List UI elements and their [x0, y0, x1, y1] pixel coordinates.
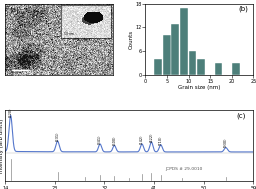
- Text: (341): (341): [98, 134, 102, 144]
- Text: (930): (930): [224, 138, 228, 147]
- Text: (710): (710): [159, 135, 163, 145]
- X-axis label: Grain size (nm): Grain size (nm): [178, 85, 221, 90]
- Text: (220): (220): [9, 108, 13, 118]
- Text: (b): (b): [238, 6, 248, 12]
- Text: (422): (422): [149, 132, 153, 142]
- Text: (a): (a): [9, 7, 19, 13]
- Bar: [154, 59, 162, 75]
- Bar: [215, 63, 222, 75]
- Bar: [232, 63, 240, 75]
- Y-axis label: Intensity (arb units): Intensity (arb units): [0, 119, 4, 173]
- Text: (c): (c): [237, 112, 246, 119]
- Bar: [197, 59, 205, 75]
- Bar: [189, 51, 196, 75]
- Text: (231): (231): [56, 131, 60, 141]
- Bar: [171, 23, 179, 75]
- Text: (600): (600): [112, 136, 116, 145]
- Text: 10 nm: 10 nm: [13, 73, 27, 77]
- Text: (142): (142): [140, 134, 144, 144]
- Y-axis label: Counts: Counts: [129, 30, 134, 49]
- Bar: [180, 8, 188, 75]
- Text: JCPDS # 29-0010: JCPDS # 29-0010: [165, 167, 202, 171]
- Bar: [163, 35, 170, 75]
